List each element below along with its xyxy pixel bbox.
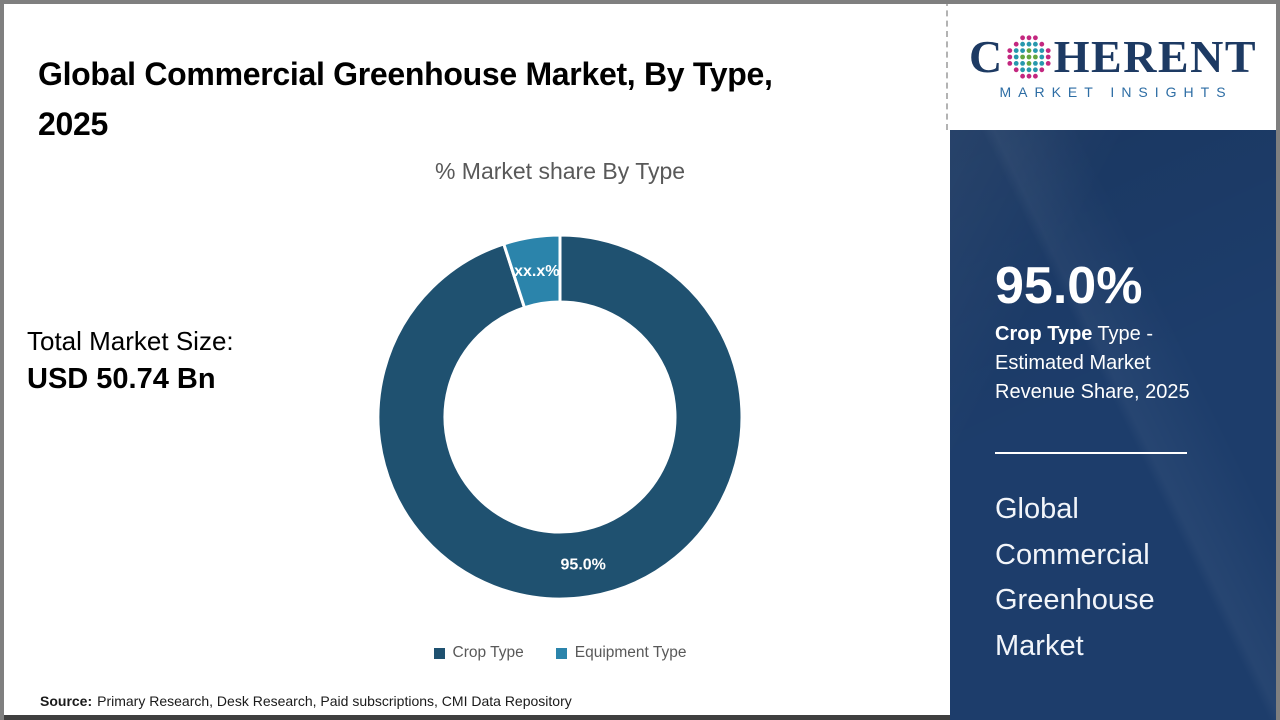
chart-title: % Market share By Type	[434, 158, 686, 184]
globe-dot	[1032, 73, 1038, 79]
source-text: Primary Research, Desk Research, Paid su…	[97, 692, 572, 709]
globe-dot	[1032, 54, 1038, 60]
globe-dot	[1032, 61, 1038, 66]
globe-dot	[1007, 48, 1012, 53]
legend-swatch-icon	[433, 647, 445, 659]
globe-dot	[1026, 41, 1032, 47]
globe-dot	[1039, 48, 1044, 53]
slice-data-label: 95.0%	[561, 556, 606, 573]
sidebar-stat-label: Crop Type Type - Estimated Market Revenue…	[995, 320, 1213, 407]
source-label: Source:	[40, 692, 93, 709]
globe-dot	[1039, 61, 1044, 66]
globe-dot	[1026, 67, 1032, 73]
globe-dot	[1007, 54, 1012, 60]
sidebar-stat-value: 95.0%	[995, 257, 1143, 315]
legend-item: Equipment Type	[555, 644, 687, 662]
sidebar-market-name: Global Commercial Greenhouse Market	[995, 493, 1155, 662]
globe-dot	[1032, 35, 1038, 41]
logo-letter-c: C	[969, 31, 1004, 82]
right-sidebar: 95.0% Crop Type Type - Estimated Market R…	[950, 130, 1276, 720]
globe-dot	[1026, 48, 1032, 53]
globe-dot	[1013, 61, 1019, 66]
globe-dot	[1019, 54, 1025, 60]
legend-item: Crop Type	[433, 644, 524, 662]
donut-slice-equipment-type	[502, 233, 562, 310]
globe-dot	[1045, 48, 1051, 53]
sidebar-divider	[995, 452, 1187, 454]
logo-tagline: MARKET INSIGHTS	[999, 84, 1233, 100]
globe-icon	[1007, 35, 1051, 79]
globe-dot	[1019, 73, 1025, 79]
legend-label: Crop Type	[452, 644, 524, 661]
sidebar-stat-segment: Crop Type	[995, 323, 1093, 345]
globe-dot	[1013, 41, 1019, 47]
globe-dot	[1032, 67, 1038, 73]
globe-dot	[1039, 54, 1044, 60]
globe-dot	[1032, 41, 1038, 47]
source-bar: Source: Primary Research, Desk Research, …	[4, 686, 950, 720]
globe-dot	[1013, 67, 1019, 73]
company-logo: C HERENT MARKET INSIGHTS	[950, 4, 1276, 130]
sidebar-stat-description: Type - Estimated Market Revenue Share, 2…	[995, 323, 1190, 403]
globe-dot	[1039, 67, 1044, 73]
dashed-divider	[946, 0, 948, 130]
donut-slice-crop-type	[376, 233, 744, 601]
globe-dot	[1026, 35, 1032, 41]
donut-chart: 95.0% xx.x%	[376, 233, 744, 601]
globe-dot	[1026, 61, 1032, 66]
globe-dot	[1019, 41, 1025, 47]
globe-dot	[1007, 61, 1012, 66]
slice-data-label: xx.x%	[514, 263, 559, 280]
logo-wordmark: C HERENT	[969, 34, 1257, 80]
total-market-size-value: USD 50.74 Bn	[27, 363, 216, 395]
chart-legend: Crop Type Equipment Type	[310, 644, 810, 662]
total-market-size-label: Total Market Size:	[27, 326, 234, 356]
frame-border-right	[1276, 0, 1280, 720]
legend-swatch-icon	[555, 647, 567, 659]
frame-border-top	[0, 0, 1280, 4]
logo-letters-herent: HERENT	[1053, 31, 1257, 82]
globe-dot	[1013, 48, 1019, 53]
globe-dot	[1045, 61, 1051, 66]
globe-dot	[1019, 48, 1025, 53]
globe-dot	[1045, 54, 1051, 60]
globe-dot	[1032, 48, 1038, 53]
legend-label: Equipment Type	[574, 644, 687, 661]
globe-dot	[1039, 41, 1044, 47]
globe-dot	[1019, 61, 1025, 66]
globe-dot	[1026, 73, 1032, 79]
page-title: Global Commercial Greenhouse Market, By …	[38, 56, 773, 143]
globe-dot	[1026, 54, 1032, 60]
total-market-size-block: Total Market Size: USD 50.74 Bn	[27, 322, 234, 398]
globe-dot	[1019, 35, 1025, 41]
globe-dot	[1013, 54, 1019, 60]
frame-border-left	[0, 0, 4, 720]
globe-dot	[1019, 67, 1025, 73]
